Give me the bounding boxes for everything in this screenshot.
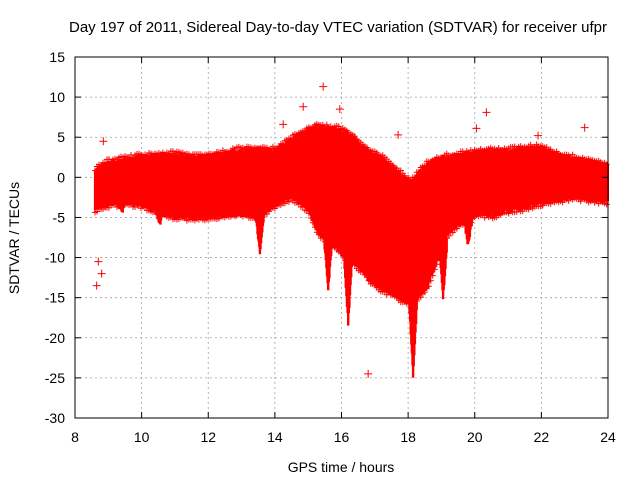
data-point-outlier [335,105,344,114]
x-tick-label: 10 [134,429,150,445]
data-edge-markers [92,120,610,307]
y-tick-label: 15 [49,49,65,65]
y-tick-label: -10 [45,250,65,266]
x-tick-label: 22 [534,429,550,445]
data-point-outlier [580,123,589,132]
y-tick-label: -5 [53,209,66,225]
x-tick-label: 18 [400,429,416,445]
y-axis-title: SDTVAR / TECUs [6,182,22,294]
x-axis-title: GPS time / hours [288,459,395,475]
y-tick-label: 5 [57,129,65,145]
data-dip [390,287,400,295]
data-band [93,124,609,304]
data-point-outlier [92,281,101,290]
y-tick-label: -30 [45,410,65,426]
x-tick-label: 14 [267,429,283,445]
x-tick-label: 8 [71,429,79,445]
data-point-outlier [99,137,108,146]
data-point-outlier [94,257,103,266]
data-point-outlier [364,369,373,378]
y-tick-label: -20 [45,330,65,346]
y-tick-label: 0 [57,169,65,185]
data-point-outlier [534,131,543,140]
x-tick-label: 24 [600,429,616,445]
data-point-outlier [299,102,308,111]
data-point-outlier [472,124,481,133]
data-points [92,82,610,378]
x-tick-label: 16 [334,429,350,445]
tick-labels: 8 10 12 14 16 18 20 22 24 15 10 5 0 -5 -10 -15 -20 -25 -30 [45,49,616,445]
x-tick-label: 12 [200,429,216,445]
data-point-outlier [394,130,403,139]
y-tick-label: -15 [45,290,65,306]
chart-title: Day 197 of 2011, Sidereal Day-to-day VTE… [69,19,607,36]
y-tick-label: -25 [45,370,65,386]
data-point-outlier [97,269,106,278]
data-dip [408,292,418,378]
data-point-outlier [279,120,288,129]
data-point-outlier [319,82,328,91]
data-point-outlier [482,108,491,117]
axis-ticks [74,56,609,419]
x-tick-label: 20 [467,429,483,445]
y-tick-label: 10 [49,89,65,105]
